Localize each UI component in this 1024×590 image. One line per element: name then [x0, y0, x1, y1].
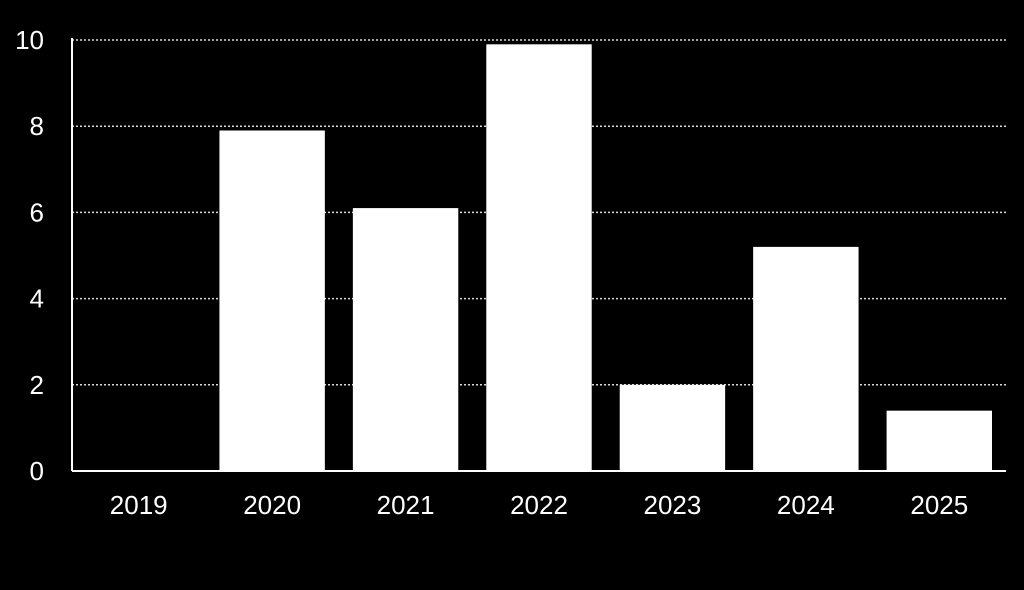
x-tick-label-2022: 2022: [510, 490, 568, 520]
x-tick-label-2019: 2019: [110, 490, 168, 520]
y-tick-label-2: 2: [30, 370, 44, 400]
bars: [219, 44, 992, 472]
bar-2021: [352, 208, 459, 471]
bar-2020: [219, 130, 325, 471]
y-axis-tick-labels: 0 2 4 6 8 10: [15, 25, 44, 486]
x-tick-label-2023: 2023: [644, 490, 702, 520]
y-tick-label-10: 10: [15, 25, 44, 55]
x-tick-label-2021: 2021: [377, 490, 435, 520]
bar-2022: [486, 44, 592, 472]
x-axis-tick-labels: 2019 2020 2021 2022 2023 2024 2025: [110, 490, 968, 520]
y-tick-label-6: 6: [30, 197, 44, 227]
bar-2025: [886, 410, 992, 471]
x-tick-label-2025: 2025: [910, 490, 968, 520]
x-tick-label-2020: 2020: [243, 490, 301, 520]
y-tick-label-4: 4: [30, 284, 44, 314]
bar-2023: [619, 384, 726, 471]
y-tick-label-8: 8: [30, 111, 44, 141]
bar-2024: [753, 246, 859, 471]
y-tick-label-0: 0: [30, 456, 44, 486]
axes: [71, 38, 1006, 472]
x-tick-label-2024: 2024: [777, 490, 835, 520]
